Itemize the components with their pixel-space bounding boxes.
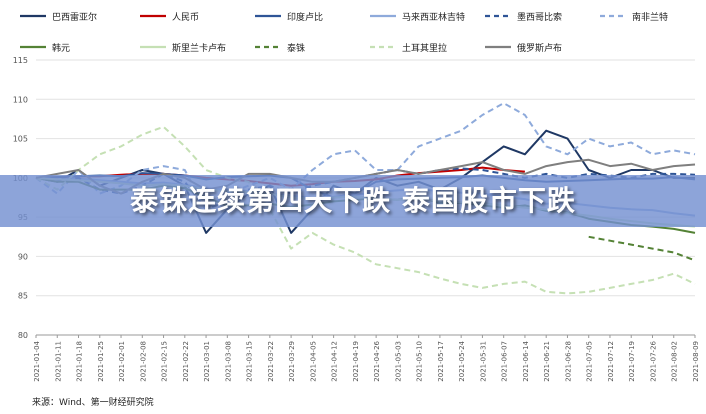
x-tick-label: 2021-02-22 bbox=[182, 341, 190, 382]
x-tick-label: 2021-06-14 bbox=[522, 340, 530, 381]
x-tick-label: 2021-04-05 bbox=[309, 341, 317, 382]
x-tick-label: 2021-02-15 bbox=[161, 341, 169, 382]
x-tick-label: 2021-08-09 bbox=[692, 341, 700, 382]
x-tick-label: 2021-05-10 bbox=[416, 341, 424, 382]
legend-label: 斯里兰卡卢布 bbox=[172, 42, 226, 54]
legend-label: 俄罗斯卢布 bbox=[517, 42, 562, 54]
headline-banner bbox=[0, 175, 706, 227]
legend-label: 韩元 bbox=[52, 42, 70, 54]
series-line bbox=[35, 125, 696, 295]
source-note: 来源：Wind、第一财经研究院 bbox=[32, 398, 154, 408]
legend-label: 墨西哥比索 bbox=[517, 11, 562, 23]
x-tick-label: 2021-05-31 bbox=[479, 341, 487, 382]
series-line bbox=[35, 102, 696, 211]
y-tick-label: 80 bbox=[18, 331, 28, 340]
x-tick-label: 2021-06-21 bbox=[543, 341, 551, 382]
x-tick-label: 2021-03-08 bbox=[224, 341, 232, 382]
x-tick-label: 2021-03-22 bbox=[267, 341, 275, 382]
x-tick-label: 2021-01-25 bbox=[97, 341, 105, 382]
y-tick-label: 110 bbox=[13, 95, 28, 104]
x-tick-label: 2021-04-12 bbox=[331, 341, 339, 382]
y-tick-label: 115 bbox=[13, 56, 28, 65]
x-tick-label: 2021-06-07 bbox=[501, 341, 509, 382]
x-tick-label: 2021-06-28 bbox=[564, 341, 572, 382]
legend-label: 南非兰特 bbox=[632, 11, 668, 23]
legend-label: 巴西雷亚尔 bbox=[52, 11, 97, 23]
y-tick-label: 85 bbox=[18, 292, 28, 301]
x-tick-label: 2021-03-15 bbox=[246, 341, 254, 382]
x-tick-label: 2021-07-26 bbox=[649, 340, 657, 381]
x-tick-label: 2021-02-01 bbox=[118, 341, 126, 382]
x-tick-label: 2021-02-08 bbox=[139, 341, 147, 382]
y-tick-label: 90 bbox=[18, 252, 28, 261]
headline: 泰铢连续第四天下跌 泰国股市下跌 bbox=[130, 184, 576, 217]
x-tick-label: 2021-07-19 bbox=[628, 341, 636, 382]
x-tick-label: 2021-03-29 bbox=[288, 341, 296, 382]
x-tick-label: 2021-08-02 bbox=[671, 341, 679, 382]
x-tick-label: 2021-05-03 bbox=[394, 341, 402, 382]
legend-label: 马来西亚林吉特 bbox=[402, 11, 465, 23]
x-tick-label: 2021-05-24 bbox=[458, 340, 466, 381]
x-tick-label: 2021-01-11 bbox=[54, 341, 62, 382]
x-tick-label: 2021-01-04 bbox=[33, 340, 41, 381]
x-tick-label: 2021-07-12 bbox=[607, 341, 615, 382]
x-axis: 2021-01-04 2021-01-11 2021-01-18 2021-01-25… bbox=[33, 335, 700, 382]
legend-label: 印度卢比 bbox=[287, 11, 323, 23]
legend-label: 土耳其里拉 bbox=[402, 42, 447, 54]
x-tick-label: 2021-05-17 bbox=[437, 341, 445, 382]
x-tick-label: 2021-07-05 bbox=[586, 341, 594, 382]
legend-label: 人民币 bbox=[172, 12, 199, 23]
y-tick-label: 105 bbox=[13, 135, 28, 144]
x-tick-label: 2021-04-26 bbox=[373, 340, 381, 381]
x-tick-label: 2021-03-01 bbox=[203, 341, 211, 382]
series-line bbox=[588, 235, 696, 262]
x-tick-label: 2021-04-19 bbox=[352, 341, 360, 382]
legend-label: 泰铢 bbox=[287, 42, 305, 54]
x-tick-label: 2021-01-18 bbox=[76, 341, 84, 382]
